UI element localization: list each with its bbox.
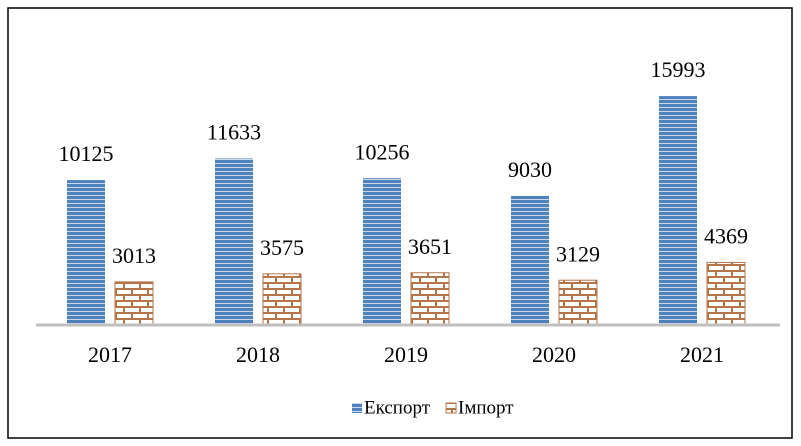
- legend-label: Експорт: [364, 397, 431, 418]
- bar: [262, 273, 302, 326]
- bar: [114, 281, 154, 326]
- bar: [659, 96, 697, 325]
- data-label: 3651: [408, 234, 452, 259]
- data-label: 10256: [355, 139, 410, 164]
- bar: [410, 272, 450, 326]
- data-label: 3013: [112, 243, 156, 268]
- legend-label: Імпорт: [458, 397, 514, 418]
- data-label: 4369: [704, 224, 748, 249]
- x-tick-label: 2018: [236, 342, 280, 367]
- x-tick-label: 2021: [680, 342, 724, 367]
- legend-swatch: [445, 402, 457, 414]
- bar: [558, 279, 598, 326]
- x-tick-label: 2017: [88, 342, 132, 367]
- data-label: 3129: [556, 241, 600, 266]
- data-label: 9030: [508, 157, 552, 182]
- data-label: 10125: [59, 141, 114, 166]
- data-label: 11633: [207, 120, 261, 145]
- bar: [706, 261, 746, 326]
- data-label: 15993: [651, 57, 706, 82]
- bar: [363, 178, 401, 325]
- data-label: 3575: [260, 235, 304, 260]
- x-tick-label: 2020: [532, 342, 576, 367]
- bar: [67, 180, 105, 325]
- bar: [215, 158, 253, 325]
- x-tick-label: 2019: [384, 342, 428, 367]
- bar: [511, 195, 549, 325]
- legend-swatch: [352, 403, 362, 413]
